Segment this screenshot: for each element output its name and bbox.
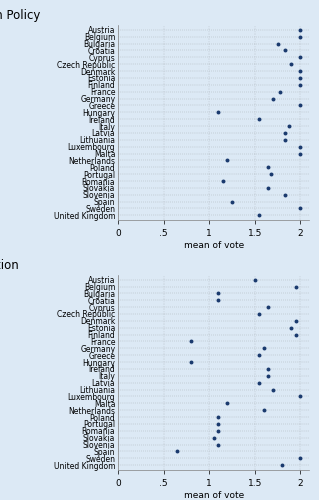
Point <box>189 358 194 366</box>
Point <box>282 136 287 144</box>
Point <box>266 184 271 192</box>
Point <box>257 351 262 359</box>
Point <box>269 170 274 178</box>
Point <box>282 129 287 137</box>
X-axis label: mean of vote: mean of vote <box>184 491 244 500</box>
Point <box>298 54 303 62</box>
Point <box>216 108 221 116</box>
Point <box>298 392 303 400</box>
Point <box>261 406 266 414</box>
Point <box>279 461 285 469</box>
Point <box>298 102 303 110</box>
Point <box>293 282 298 290</box>
Point <box>216 440 221 448</box>
Point <box>298 74 303 82</box>
Text: Transportation Policy: Transportation Policy <box>0 10 41 22</box>
Point <box>266 365 271 373</box>
Point <box>298 81 303 89</box>
Point <box>293 317 298 325</box>
Point <box>298 150 303 158</box>
Point <box>298 26 303 34</box>
Point <box>298 142 303 150</box>
Point <box>289 324 294 332</box>
Point <box>216 427 221 435</box>
Point <box>293 330 298 338</box>
Point <box>266 303 271 311</box>
Point <box>252 276 257 283</box>
Point <box>216 420 221 428</box>
Point <box>298 32 303 40</box>
Point <box>282 46 287 54</box>
Point <box>216 413 221 421</box>
Point <box>298 67 303 75</box>
Point <box>216 290 221 298</box>
Point <box>271 386 276 394</box>
Point <box>257 378 262 386</box>
Point <box>282 190 287 198</box>
Point <box>266 164 271 172</box>
Point <box>257 115 262 123</box>
Text: Rabbit Protection: Rabbit Protection <box>0 260 19 272</box>
Point <box>271 94 276 102</box>
Point <box>298 204 303 212</box>
Point <box>216 296 221 304</box>
X-axis label: mean of vote: mean of vote <box>184 241 244 250</box>
Point <box>229 198 234 205</box>
Point <box>275 40 280 48</box>
Point <box>211 434 216 442</box>
Point <box>261 344 266 352</box>
Point <box>225 156 230 164</box>
Point <box>287 122 292 130</box>
Point <box>298 454 303 462</box>
Point <box>278 88 283 96</box>
Point <box>175 448 180 456</box>
Point <box>257 212 262 220</box>
Point <box>189 338 194 345</box>
Point <box>289 60 294 68</box>
Point <box>257 310 262 318</box>
Point <box>266 372 271 380</box>
Point <box>225 400 230 407</box>
Point <box>220 177 226 185</box>
